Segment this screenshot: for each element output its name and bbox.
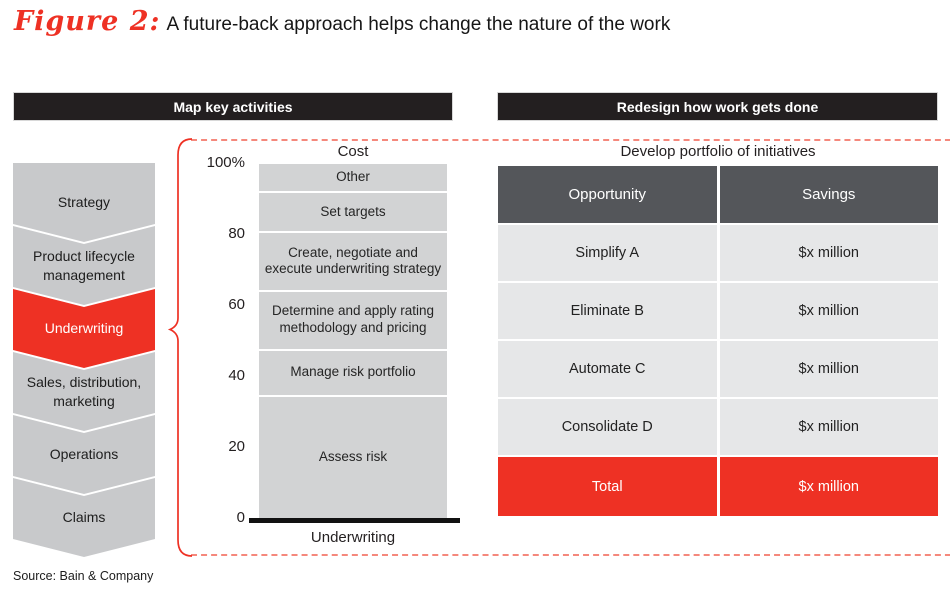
y-tick-label: 20 bbox=[228, 438, 245, 455]
bar-segment-label: Assess risk bbox=[318, 448, 388, 464]
portfolio-table-title: Develop portfolio of initiatives bbox=[620, 143, 816, 160]
table-header-cell: Savings bbox=[719, 166, 938, 223]
bar-segment: Create, negotiate and execute underwriti… bbox=[259, 231, 447, 290]
y-tick-label: 40 bbox=[228, 367, 245, 384]
bar-segment-label: Create, negotiate and execute underwriti… bbox=[264, 244, 442, 277]
y-tick-label: 0 bbox=[236, 509, 245, 526]
source-note: Source: Bain & Company bbox=[13, 569, 154, 583]
figure-number-label: Figure 2: bbox=[14, 6, 161, 37]
section-header-redesign-work: Redesign how work gets done bbox=[497, 92, 938, 121]
y-tick-label: 80 bbox=[228, 225, 245, 242]
table-header-cell: Opportunity bbox=[498, 166, 717, 223]
table-total-value-cell: $x million bbox=[719, 457, 938, 516]
value-chain-item: Underwriting bbox=[13, 289, 155, 368]
portfolio-table: Opportunity Savings Simplify A $x million El… bbox=[498, 166, 938, 516]
stacked-bar: Other Set targets Create, negotiate and ex… bbox=[259, 164, 447, 518]
section-header-right-label: Redesign how work gets done bbox=[616, 98, 819, 115]
chart-title: Cost bbox=[337, 143, 369, 160]
value-chain-item-label: Strategy bbox=[57, 194, 111, 211]
bar-segment-label: Set targets bbox=[320, 203, 386, 219]
x-axis-category-label: Underwriting bbox=[310, 529, 396, 546]
bar-segment: Assess risk bbox=[259, 394, 447, 518]
value-chain-item-label: Sales, distribution, marketing bbox=[26, 374, 142, 409]
section-header-left-label: Map key activities bbox=[173, 98, 293, 115]
bar-segment: Determine and apply rating methodology a… bbox=[259, 289, 447, 349]
figure-title: Figure 2: A future-back approach helps ch… bbox=[14, 6, 670, 37]
value-chain-item: Strategy bbox=[13, 163, 155, 242]
table-opportunity-cell: Automate C bbox=[498, 341, 717, 397]
table-opportunity-cell: Consolidate D bbox=[498, 399, 717, 455]
bar-segment-label: Manage risk portfolio bbox=[290, 364, 416, 380]
table-savings-cell: $x million bbox=[719, 341, 938, 397]
value-chain-item-label: Underwriting bbox=[44, 320, 124, 337]
y-axis: 100% 80 60 40 20 0 bbox=[178, 155, 245, 526]
dashed-outline-box bbox=[191, 139, 950, 556]
x-axis-line bbox=[249, 518, 460, 523]
section-header-map-key-activities: Map key activities bbox=[13, 92, 453, 121]
value-chain: Strategy Product lifecycle management Unde… bbox=[13, 0, 155, 590]
brace-connector-icon bbox=[167, 138, 193, 557]
y-tick-label: 60 bbox=[228, 296, 245, 313]
bar-segment: Other bbox=[259, 164, 447, 192]
value-chain-item-label: Product lifecycle management bbox=[33, 248, 135, 283]
table-savings-cell: $x million bbox=[719, 283, 938, 339]
value-chain-item-label: Operations bbox=[49, 446, 119, 463]
figure-title-text: A future-back approach helps change the … bbox=[166, 14, 671, 35]
table-opportunity-cell: Eliminate B bbox=[498, 283, 717, 339]
table-savings-cell: $x million bbox=[719, 399, 938, 455]
bar-segment-label: Other bbox=[336, 169, 370, 185]
bar-segment: Set targets bbox=[259, 191, 447, 232]
bar-segment: Manage risk portfolio bbox=[259, 348, 447, 395]
table-total-label-cell: Total bbox=[498, 457, 717, 516]
bar-segment-label: Determine and apply rating methodology a… bbox=[271, 303, 435, 336]
value-chain-item-label: Claims bbox=[62, 509, 106, 526]
table-savings-cell: $x million bbox=[719, 225, 938, 281]
table-opportunity-cell: Simplify A bbox=[498, 225, 717, 281]
y-tick-label: 100% bbox=[206, 154, 245, 171]
